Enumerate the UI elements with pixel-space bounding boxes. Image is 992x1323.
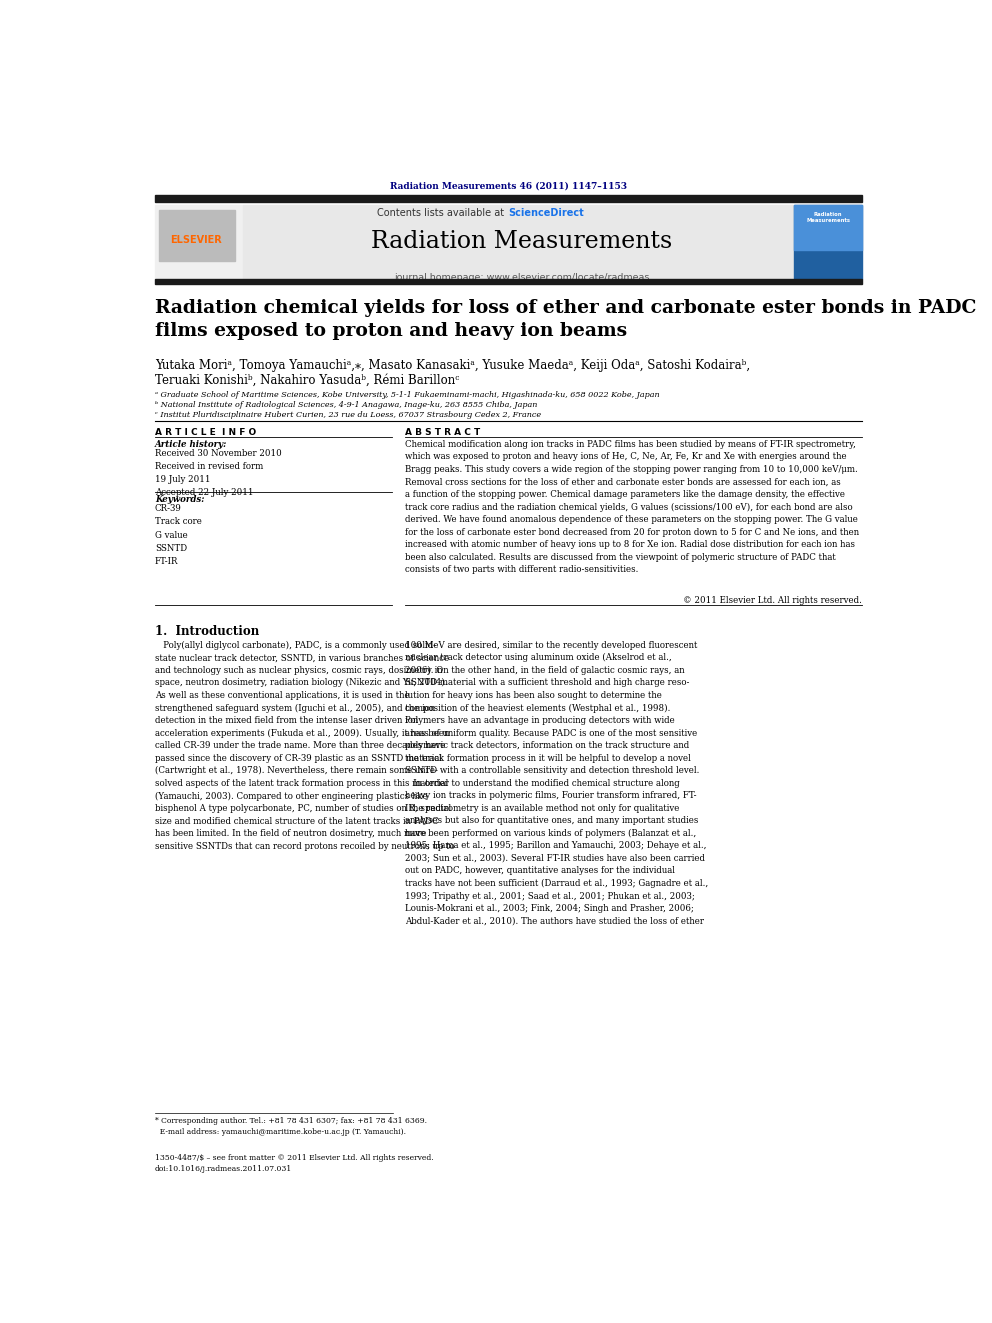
Text: Radiation Measurements: Radiation Measurements xyxy=(371,230,673,253)
Text: ᵃ Graduate School of Maritime Sciences, Kobe University, 5-1-1 Fukaeminami-machi: ᵃ Graduate School of Maritime Sciences, … xyxy=(155,392,660,400)
Text: A B S T R A C T: A B S T R A C T xyxy=(405,427,480,437)
Text: 1350-4487/$ – see front matter © 2011 Elsevier Ltd. All rights reserved.
doi:10.: 1350-4487/$ – see front matter © 2011 El… xyxy=(155,1154,434,1174)
Bar xyxy=(795,205,862,279)
Text: Radiation chemical yields for loss of ether and carbonate ester bonds in PADC
fi: Radiation chemical yields for loss of et… xyxy=(155,299,976,340)
Text: journal homepage: www.elsevier.com/locate/radmeas: journal homepage: www.elsevier.com/locat… xyxy=(394,273,649,282)
Text: ELSEVIER: ELSEVIER xyxy=(171,235,222,245)
Bar xyxy=(159,209,235,261)
Text: Poly(allyl diglycol carbonate), PADC, is a commonly used solid-
state nuclear tr: Poly(allyl diglycol carbonate), PADC, is… xyxy=(155,640,454,851)
Bar xyxy=(155,196,862,201)
Bar xyxy=(155,205,243,279)
Bar xyxy=(243,205,793,279)
Text: Keywords:: Keywords: xyxy=(155,495,204,504)
Bar xyxy=(155,279,862,284)
Text: © 2011 Elsevier Ltd. All rights reserved.: © 2011 Elsevier Ltd. All rights reserved… xyxy=(683,595,862,605)
Text: ScienceDirect: ScienceDirect xyxy=(509,208,584,218)
Text: Radiation Measurements 46 (2011) 1147–1153: Radiation Measurements 46 (2011) 1147–11… xyxy=(390,181,627,191)
Bar xyxy=(795,205,862,250)
Text: ᶜ Institut Pluridisciplinaire Hubert Curien, 23 rue du Loess, 67037 Strasbourg C: ᶜ Institut Pluridisciplinaire Hubert Cur… xyxy=(155,411,541,419)
Text: Received 30 November 2010
Received in revised form
19 July 2011
Accepted 22 July: Received 30 November 2010 Received in re… xyxy=(155,448,282,496)
Text: 100 MeV are desired, similar to the recently developed fluorescent
nuclear track: 100 MeV are desired, similar to the rece… xyxy=(405,640,708,926)
Text: * Corresponding author. Tel.: +81 78 431 6307; fax: +81 78 431 6369.
  E-mail ad: * Corresponding author. Tel.: +81 78 431… xyxy=(155,1118,427,1136)
Text: Radiation
Measurements: Radiation Measurements xyxy=(806,212,850,224)
Text: Teruaki Konishiᵇ, Nakahiro Yasudaᵇ, Rémi Barillonᶜ: Teruaki Konishiᵇ, Nakahiro Yasudaᵇ, Rémi… xyxy=(155,373,459,386)
Text: Contents lists available at: Contents lists available at xyxy=(377,208,507,218)
Text: Yutaka Moriᵃ, Tomoya Yamauchiᵃ,⁎, Masato Kanasakiᵃ, Yusuke Maedaᵃ, Keiji Odaᵃ, S: Yutaka Moriᵃ, Tomoya Yamauchiᵃ,⁎, Masato… xyxy=(155,360,750,373)
Text: A R T I C L E  I N F O: A R T I C L E I N F O xyxy=(155,427,256,437)
Text: CR-39
Track core
G value
SSNTD
FT-IR: CR-39 Track core G value SSNTD FT-IR xyxy=(155,504,201,566)
Text: Chemical modification along ion tracks in PADC films has been studied by means o: Chemical modification along ion tracks i… xyxy=(405,441,859,574)
Text: 1.  Introduction: 1. Introduction xyxy=(155,626,259,638)
Text: ᵇ National Institute of Radiological Sciences, 4-9-1 Anagawa, Inage-ku, 263 8555: ᵇ National Institute of Radiological Sci… xyxy=(155,401,537,409)
Text: Article history:: Article history: xyxy=(155,441,227,448)
